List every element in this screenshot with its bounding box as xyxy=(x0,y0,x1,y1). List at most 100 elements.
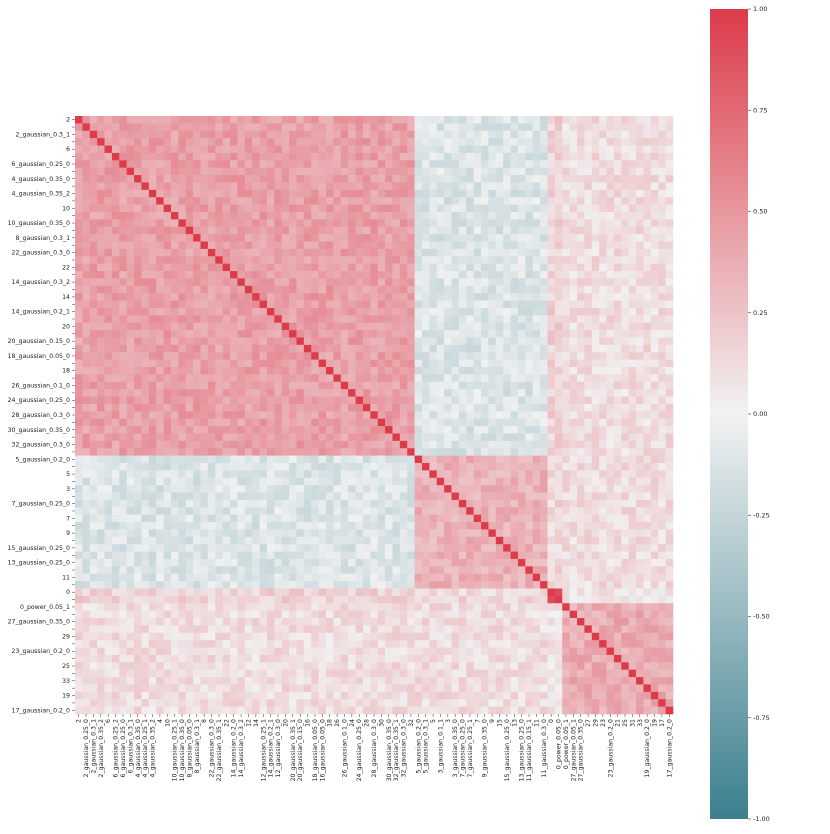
heatmap-cell xyxy=(222,396,231,405)
heatmap-cell xyxy=(473,226,482,235)
heatmap-cell xyxy=(274,315,283,324)
heatmap-cell xyxy=(569,175,578,183)
heatmap-cell xyxy=(326,130,334,139)
heatmap-cell xyxy=(636,455,644,464)
heatmap-cell xyxy=(348,396,356,405)
heatmap-cell xyxy=(562,241,570,250)
heatmap-cell xyxy=(599,248,607,257)
heatmap-cell xyxy=(303,536,312,545)
heatmap-cell xyxy=(547,440,556,449)
heatmap-cell xyxy=(591,241,600,250)
heatmap-cell xyxy=(665,234,674,242)
heatmap-cell xyxy=(178,448,187,456)
heatmap-cell xyxy=(554,507,563,515)
heatmap-cell xyxy=(230,529,238,538)
heatmap-cell xyxy=(259,330,268,338)
heatmap-cell xyxy=(444,426,452,434)
heatmap-cell xyxy=(170,448,179,456)
heatmap-cell xyxy=(340,175,349,183)
heatmap-cell xyxy=(628,440,637,449)
heatmap-cell xyxy=(126,189,135,198)
heatmap-cell xyxy=(281,426,290,434)
heatmap-cell xyxy=(311,558,319,567)
heatmap-cell xyxy=(599,492,607,501)
heatmap-cell xyxy=(658,337,666,346)
heatmap-cell xyxy=(237,551,246,560)
heatmap-cell xyxy=(399,226,408,235)
heatmap-cell xyxy=(303,337,312,346)
heatmap-cell xyxy=(289,123,297,132)
heatmap-cell xyxy=(473,278,482,287)
heatmap-cell xyxy=(134,300,142,309)
heatmap-cell xyxy=(370,551,378,560)
heatmap-cell xyxy=(377,448,386,456)
heatmap-cell xyxy=(407,499,415,508)
heatmap-cell xyxy=(562,499,570,508)
heatmap-cell xyxy=(244,433,253,442)
heatmap-cell xyxy=(421,285,430,294)
heatmap-cell xyxy=(481,322,489,331)
heatmap-cell xyxy=(266,477,275,486)
heatmap-cell xyxy=(318,367,327,375)
heatmap-cell xyxy=(230,440,238,449)
heatmap-cell xyxy=(193,396,201,405)
heatmap-cell xyxy=(178,263,187,272)
heatmap-cell xyxy=(156,130,164,139)
heatmap-cell xyxy=(628,499,637,508)
heatmap-cell xyxy=(362,197,371,205)
heatmap-cell xyxy=(362,455,371,464)
heatmap-cell xyxy=(436,470,445,479)
heatmap-cell xyxy=(281,226,290,235)
heatmap-cell xyxy=(429,315,438,324)
heatmap-cell xyxy=(82,241,91,250)
heatmap-cell xyxy=(230,167,238,176)
heatmap-cell xyxy=(547,499,556,508)
heatmap-cell xyxy=(237,566,246,575)
heatmap-cell xyxy=(355,256,364,264)
heatmap-cell xyxy=(458,403,467,412)
heatmap-cell xyxy=(599,337,607,346)
heatmap-cell xyxy=(222,367,231,375)
heatmap-cell xyxy=(222,234,231,242)
heatmap-cell xyxy=(636,344,644,353)
heatmap-cell xyxy=(252,204,260,213)
heatmap-cell xyxy=(303,307,312,316)
heatmap-cell xyxy=(665,285,674,294)
heatmap-cell xyxy=(599,271,607,279)
heatmap-cell xyxy=(119,418,127,427)
heatmap-cell xyxy=(547,197,556,205)
heatmap-cell xyxy=(311,411,319,419)
heatmap-cell xyxy=(665,130,674,139)
heatmap-cell xyxy=(89,241,98,250)
heatmap-cell xyxy=(163,499,172,508)
heatmap-cell xyxy=(170,352,179,360)
heatmap-cell xyxy=(111,175,120,183)
heatmap-cell xyxy=(326,152,334,161)
heatmap-cell xyxy=(141,330,150,338)
heatmap-cell xyxy=(207,138,216,146)
heatmap-cell xyxy=(613,204,622,213)
heatmap-cell xyxy=(193,448,201,456)
heatmap-cell xyxy=(525,448,534,456)
heatmap-cell xyxy=(230,315,238,324)
heatmap-cell xyxy=(362,344,371,353)
heatmap-cell xyxy=(296,352,305,360)
heatmap-cell xyxy=(75,300,83,309)
heatmap-cell xyxy=(591,433,600,442)
heatmap-cell xyxy=(377,566,386,575)
heatmap-cell xyxy=(215,293,223,301)
heatmap-cell xyxy=(488,344,497,353)
heatmap-cell xyxy=(141,175,150,183)
heatmap-cell xyxy=(599,241,607,250)
heatmap-cell xyxy=(237,123,246,132)
heatmap-cell xyxy=(377,197,386,205)
heatmap-cell xyxy=(591,248,600,257)
heatmap-cell xyxy=(200,271,209,279)
heatmap-cell xyxy=(104,499,113,508)
heatmap-cell xyxy=(525,418,534,427)
heatmap-cell xyxy=(554,293,563,301)
heatmap-cell xyxy=(303,315,312,324)
heatmap-cell xyxy=(444,322,452,331)
heatmap-cell xyxy=(606,226,615,235)
heatmap-cell xyxy=(517,211,526,220)
